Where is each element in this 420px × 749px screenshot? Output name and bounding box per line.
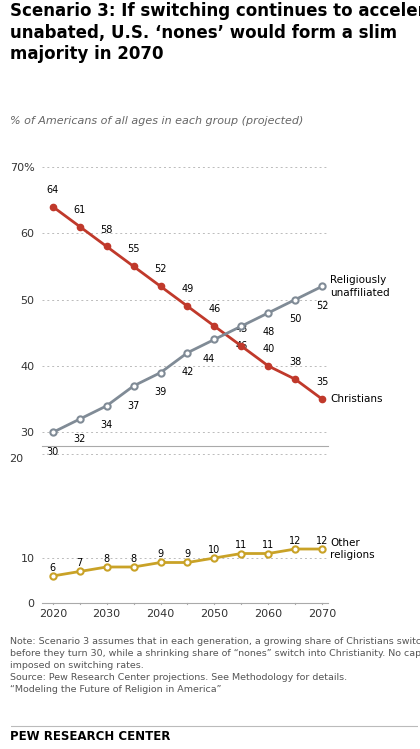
Text: 12: 12 (289, 536, 302, 546)
Text: 50: 50 (289, 315, 302, 324)
Text: 46: 46 (208, 304, 220, 315)
Text: 7: 7 (76, 558, 83, 568)
Text: 6: 6 (50, 562, 56, 573)
Text: 42: 42 (181, 367, 194, 377)
Text: 11: 11 (262, 540, 274, 551)
Text: 2070: 2070 (308, 609, 336, 619)
Text: 32: 32 (74, 434, 86, 443)
Text: 2060: 2060 (254, 609, 282, 619)
Text: Christians: Christians (331, 394, 383, 404)
Text: 38: 38 (289, 357, 302, 367)
Text: Scenario 3: If switching continues to accelerate
unabated, U.S. ‘nones’ would fo: Scenario 3: If switching continues to ac… (10, 2, 420, 64)
Text: 8: 8 (131, 554, 136, 564)
Text: 20: 20 (9, 455, 23, 464)
Text: 40: 40 (262, 344, 274, 354)
Text: 2050: 2050 (200, 609, 228, 619)
Text: 58: 58 (100, 225, 113, 234)
Text: 8: 8 (104, 554, 110, 564)
Text: 34: 34 (100, 420, 113, 431)
Text: 43: 43 (235, 324, 247, 334)
Text: 2030: 2030 (92, 609, 121, 619)
Text: 64: 64 (47, 185, 59, 195)
Text: 35: 35 (316, 377, 328, 387)
Text: 2020: 2020 (39, 609, 67, 619)
Text: 44: 44 (203, 354, 215, 364)
Text: 52: 52 (154, 264, 167, 274)
Text: Note: Scenario 3 assumes that in each generation, a growing share of Christians : Note: Scenario 3 assumes that in each ge… (10, 637, 420, 694)
Text: PEW RESEARCH CENTER: PEW RESEARCH CENTER (10, 730, 171, 743)
Text: Other
religions: Other religions (331, 538, 375, 560)
Text: 52: 52 (316, 301, 328, 311)
Text: 2040: 2040 (147, 609, 175, 619)
Text: 48: 48 (262, 327, 274, 338)
Text: 11: 11 (235, 540, 247, 551)
Text: % of Americans of all ages in each group (projected): % of Americans of all ages in each group… (10, 115, 304, 126)
Text: 37: 37 (127, 401, 140, 410)
Text: 9: 9 (158, 549, 164, 560)
Text: 61: 61 (74, 204, 86, 215)
Text: 9: 9 (184, 549, 191, 560)
Text: 30: 30 (47, 447, 59, 457)
Text: 49: 49 (181, 285, 194, 294)
Text: Religiously
unaffiliated: Religiously unaffiliated (331, 275, 390, 297)
Text: 12: 12 (316, 536, 328, 546)
Text: 46: 46 (235, 341, 247, 351)
Text: 55: 55 (127, 244, 140, 255)
Text: 39: 39 (155, 387, 167, 397)
Text: 10: 10 (208, 545, 220, 555)
